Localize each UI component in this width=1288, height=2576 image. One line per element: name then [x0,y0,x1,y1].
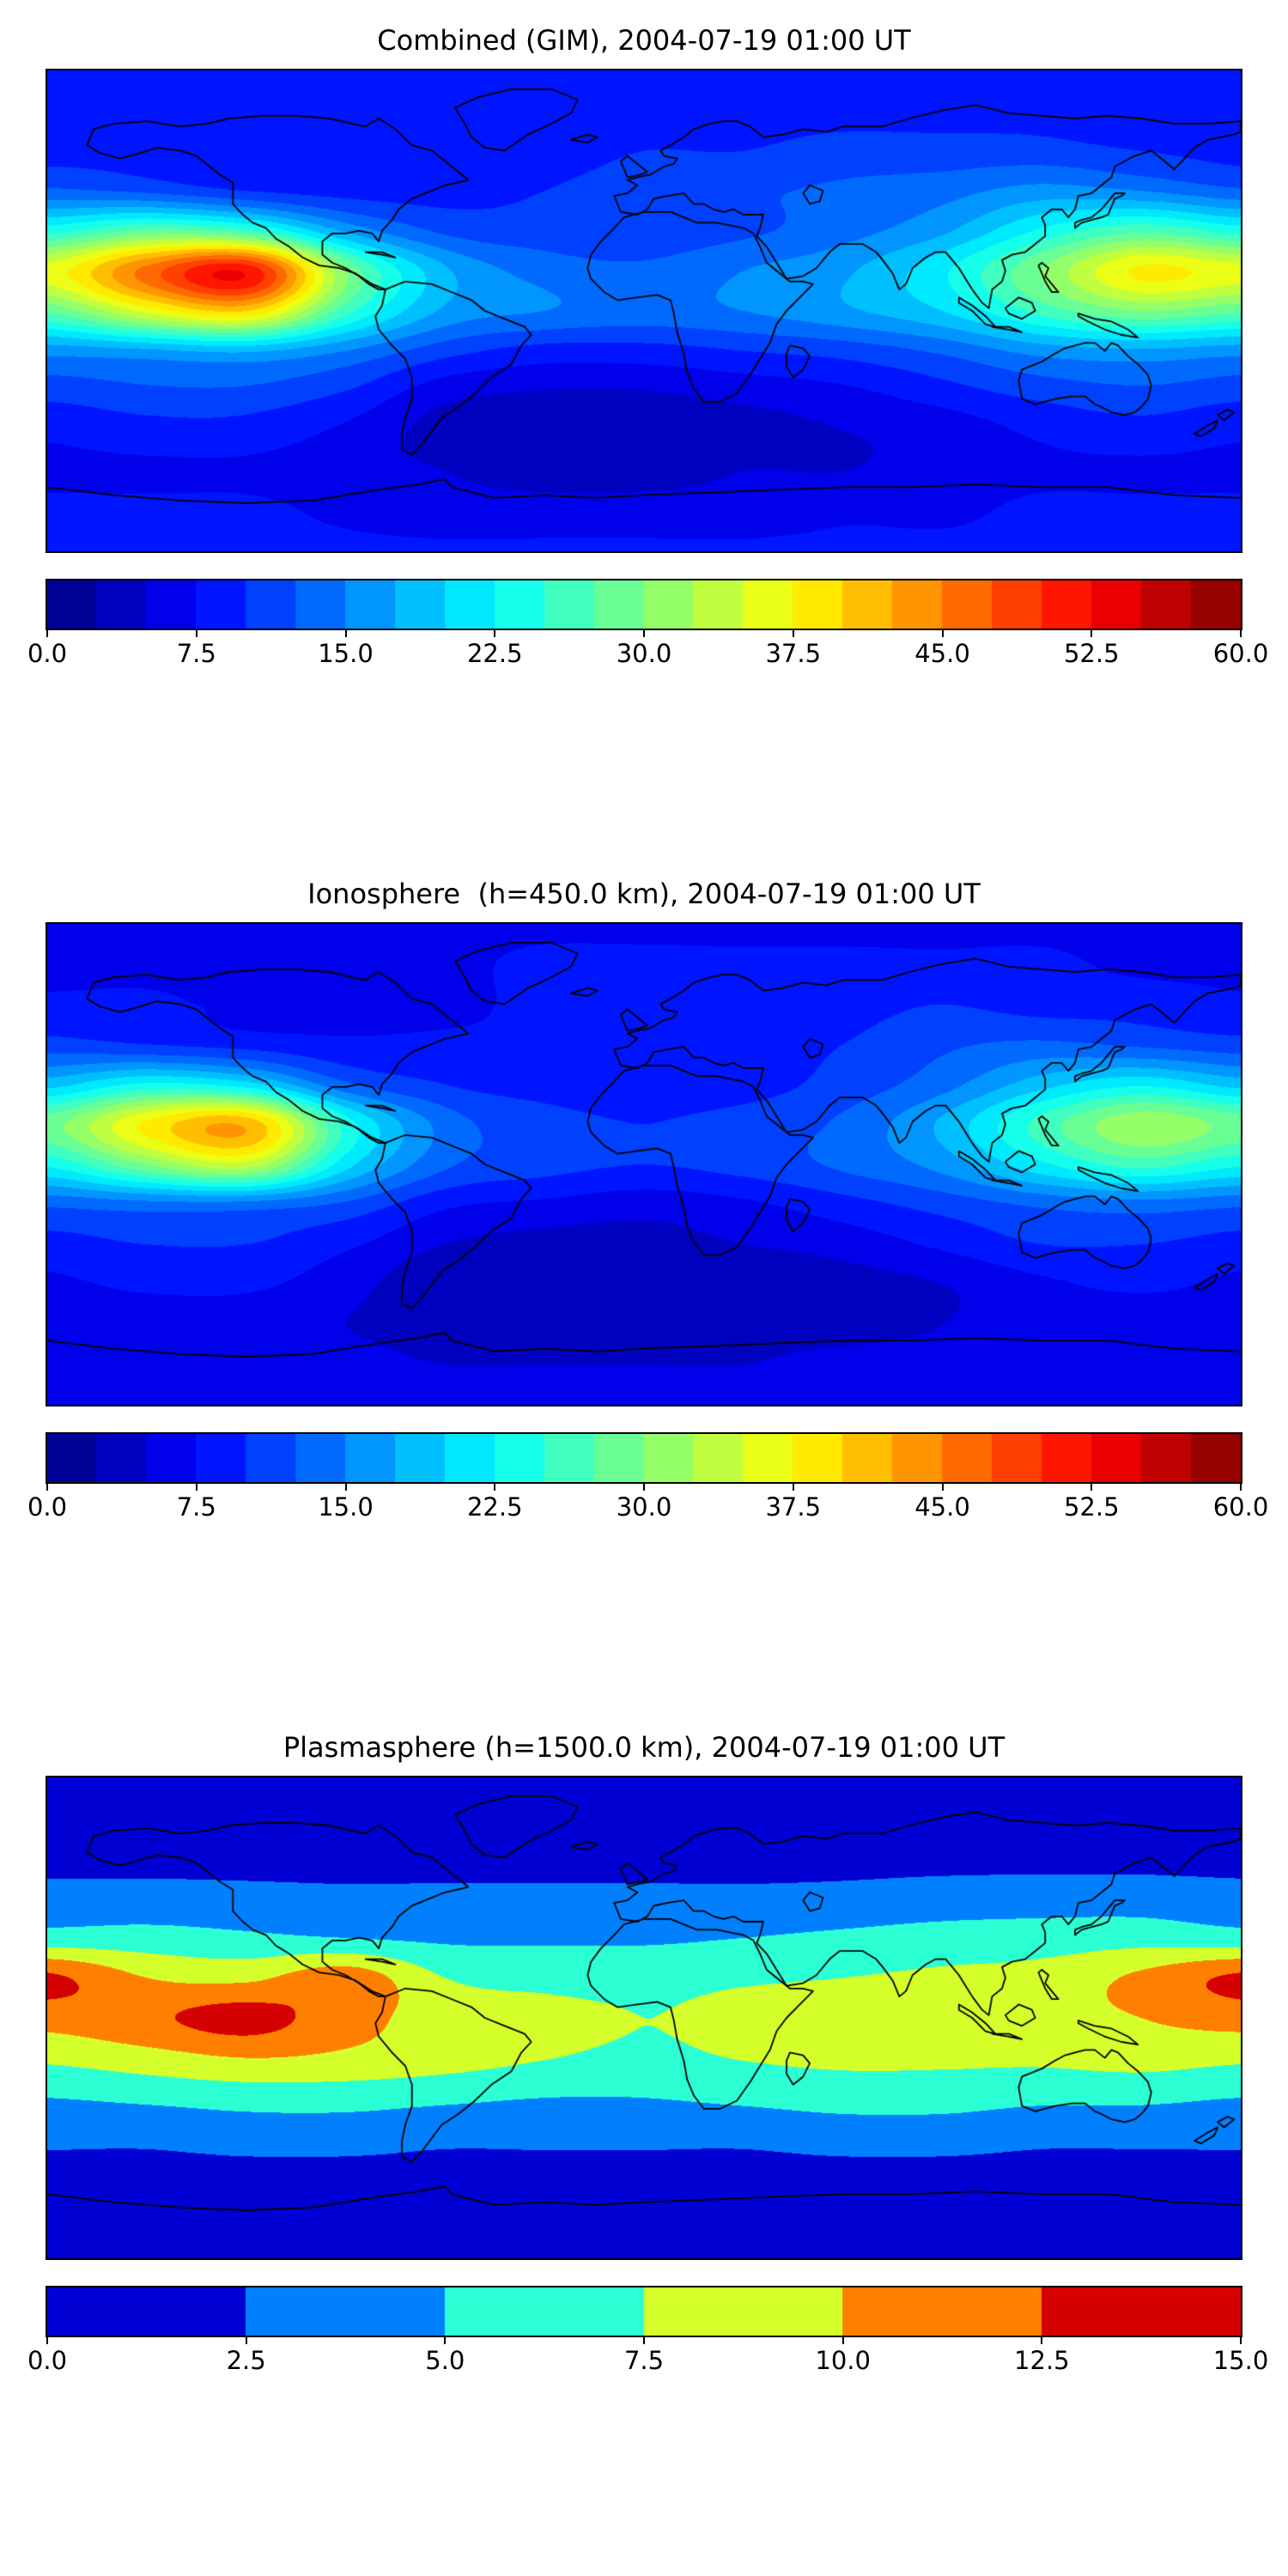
world-map-frame-plasmasphere [46,1776,1242,2261]
world-map-frame-ionosphere [46,922,1242,1407]
colorbar-tick-label: 52.5 [1063,1492,1120,1522]
colorbar-tick-mark [643,2337,645,2345]
colorbar-frame-combined [46,579,1242,631]
colorbar-tick-mark [195,1484,197,1492]
colorbar-tick-label: 45.0 [914,639,970,669]
colorbar-tick-mark [1091,630,1093,638]
colorbar-ticks-ionosphere: 0.0 7.5 15.0 22.5 30.0 37.5 45.0 52.5 60.0 [27,1484,1268,1525]
world-map-canvas-combined [47,70,1241,552]
colorbar-tick-mark [344,1484,347,1492]
colorbar-tick-mark [792,1484,794,1492]
colorbar-tick-mark [46,630,48,638]
colorbar-tick-mark [841,2337,844,2345]
colorbar-tick-label: 12.5 [1014,2346,1070,2376]
colorbar-tick-label: 7.5 [176,639,216,669]
colorbar-tick-mark [46,2337,48,2345]
world-map-canvas-plasmasphere [47,1777,1241,2259]
colorbar-ticks-plasmasphere: 0.0 2.5 5.0 7.5 10.0 12.5 15.0 [27,2337,1268,2379]
panel-title-combined: Combined (GIM), 2004-07-19 01:00 UT [377,24,911,57]
panel-combined-gim: Combined (GIM), 2004-07-19 01:00 UT 0.0 7… [0,10,1288,864]
colorbar-tick-label: 0.0 [27,1492,68,1522]
panel-title-plasmasphere: Plasmasphere (h=1500.0 km), 2004-07-19 0… [283,1731,1005,1764]
panel-title-ionosphere: Ionosphere (h=450.0 km), 2004-07-19 01:0… [307,878,981,910]
colorbar-tick-label: 22.5 [466,1492,523,1522]
colorbar-tick-label: 60.0 [1212,1492,1269,1522]
colorbar-tick-label: 60.0 [1212,639,1269,669]
colorbar-tick-label: 0.0 [27,2346,68,2376]
panel-plasmasphere: Plasmasphere (h=1500.0 km), 2004-07-19 0… [0,1717,1288,2571]
colorbar-tick-mark [494,1484,496,1492]
colorbar-tick-label: 7.5 [623,2346,665,2376]
colorbar-canvas-combined [47,580,1241,629]
colorbar-tick-mark [643,630,645,638]
colorbar-tick-mark [1240,2337,1242,2345]
colorbar-tick-mark [941,1484,944,1492]
colorbar-tick-label: 7.5 [176,1492,216,1522]
colorbar-ticks-combined: 0.0 7.5 15.0 22.5 30.0 37.5 45.0 52.5 60.0 [27,630,1268,671]
colorbar-tick-label: 45.0 [914,1492,970,1522]
colorbar-tick-mark [444,2337,447,2345]
colorbar-tick-label: 30.0 [616,639,672,669]
colorbar-tick-label: 22.5 [466,639,523,669]
colorbar-canvas-plasmasphere [47,2287,1241,2336]
colorbar-canvas-ionosphere [47,1434,1241,1483]
colorbar-tick-label: 10.0 [815,2346,871,2376]
panel-ionosphere: Ionosphere (h=450.0 km), 2004-07-19 01:0… [0,864,1288,1717]
colorbar-tick-mark [643,1484,645,1492]
colorbar-tick-mark [1240,1484,1242,1492]
colorbar-tick-mark [494,630,496,638]
colorbar-frame-ionosphere [46,1432,1242,1485]
colorbar-tick-mark [792,630,794,638]
colorbar-tick-label: 37.5 [765,639,822,669]
colorbar-tick-mark [344,630,347,638]
colorbar-tick-label: 5.0 [425,2346,465,2376]
colorbar-tick-mark [1041,2337,1043,2345]
colorbar-tick-mark [941,630,944,638]
colorbar-frame-plasmasphere [46,2286,1242,2338]
colorbar-tick-label: 2.5 [226,2346,266,2376]
colorbar-tick-label: 15.0 [318,1492,374,1522]
world-map-frame-combined [46,69,1242,554]
colorbar-tick-label: 0.0 [27,639,68,669]
colorbar-tick-label: 37.5 [765,1492,822,1522]
colorbar-tick-label: 30.0 [616,1492,672,1522]
colorbar-tick-mark [245,2337,247,2345]
colorbar-tick-label: 52.5 [1063,639,1120,669]
colorbar-tick-mark [1240,630,1242,638]
world-map-canvas-ionosphere [47,924,1241,1406]
colorbar-tick-mark [195,630,197,638]
colorbar-tick-label: 15.0 [1212,2346,1269,2376]
colorbar-tick-mark [1091,1484,1093,1492]
colorbar-tick-mark [46,1484,48,1492]
colorbar-tick-label: 15.0 [318,639,374,669]
